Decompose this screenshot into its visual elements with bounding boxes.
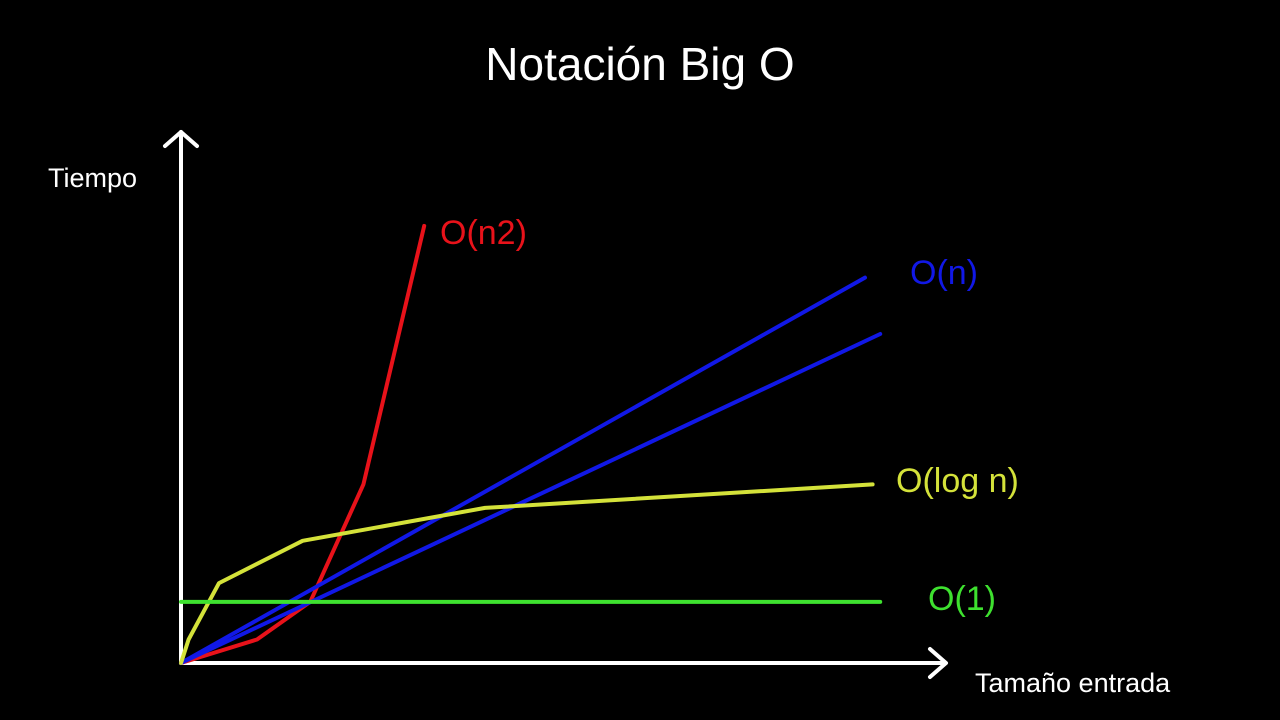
series-layer (179, 223, 883, 665)
chart-title: Notación Big O (485, 38, 794, 90)
series-labels: O(n2) O(n) O(log n) O(1) (440, 214, 1019, 618)
y-axis-arrow-icon (163, 130, 199, 148)
series-line-o-log-n (179, 482, 875, 665)
series-label-o-n2: O(n2) (440, 214, 527, 252)
x-axis-arrow-icon (928, 647, 948, 679)
series-label-o-log-n: O(log n) (896, 462, 1019, 500)
series-line-o-n-1 (179, 275, 867, 665)
series-line-o-n2 (179, 223, 427, 665)
series-label-o-1: O(1) (928, 580, 996, 618)
y-axis-label: Tiempo (48, 163, 137, 193)
series-label-o-n: O(n) (910, 254, 978, 292)
series-line-o-n-2 (179, 332, 883, 665)
x-axis-label: Tamaño entrada (975, 668, 1171, 698)
